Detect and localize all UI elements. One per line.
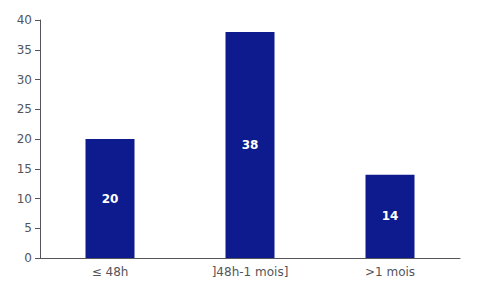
svg-text:15: 15 <box>17 162 32 176</box>
svg-text:20: 20 <box>102 192 119 206</box>
svg-text:5: 5 <box>24 221 32 235</box>
svg-text:20: 20 <box>17 132 32 146</box>
svg-text:38: 38 <box>242 138 259 152</box>
svg-text:35: 35 <box>17 43 32 57</box>
svg-text:40: 40 <box>17 13 32 27</box>
svg-text:0: 0 <box>24 251 32 265</box>
svg-text:>1 mois: >1 mois <box>365 265 415 279</box>
svg-text:10: 10 <box>17 192 32 206</box>
svg-text:30: 30 <box>17 73 32 87</box>
svg-text:≤ 48h: ≤ 48h <box>92 265 129 279</box>
svg-text:14: 14 <box>382 209 399 223</box>
svg-text:]48h-1 mois]: ]48h-1 mois] <box>212 265 289 279</box>
svg-text:25: 25 <box>17 102 32 116</box>
